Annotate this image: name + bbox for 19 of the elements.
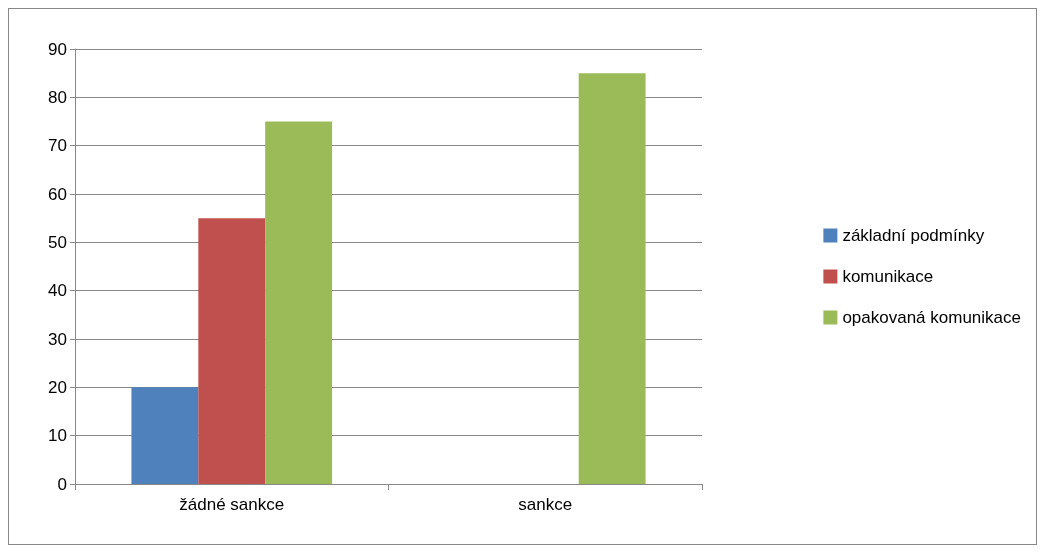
legend-label: komunikace (842, 267, 934, 286)
bar (578, 73, 646, 484)
y-tick-label: 50 (48, 232, 67, 252)
bar (265, 121, 333, 484)
x-tick-label: sankce (518, 495, 573, 514)
legend-label: opakovaná komunikace (842, 308, 1022, 327)
y-tick-label: 20 (48, 377, 67, 397)
bar (198, 218, 266, 484)
x-tick-label: žádné sankce (179, 495, 285, 514)
y-tick-label: 70 (48, 136, 67, 156)
bar (131, 387, 199, 484)
y-tick-label: 40 (48, 281, 67, 301)
legend-label: základní podmínky (842, 226, 985, 245)
y-tick-label: 80 (48, 87, 67, 107)
y-tick-label: 30 (48, 329, 67, 349)
y-tick-label: 10 (48, 426, 67, 446)
y-tick-label: 60 (48, 184, 67, 204)
y-tick-label: 0 (57, 474, 67, 494)
y-tick-label: 90 (48, 39, 67, 59)
